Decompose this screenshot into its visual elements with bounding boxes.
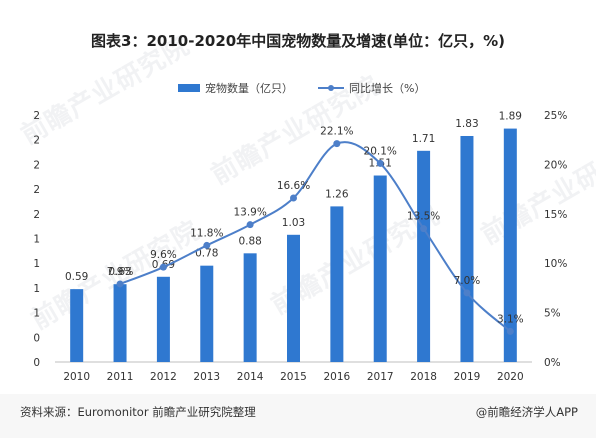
x-tick-label: 2016 [323, 371, 350, 383]
growth-point [203, 241, 211, 249]
bar [156, 276, 170, 362]
y-right-tick-label: 25% [544, 110, 567, 122]
source-note: 资料来源：Euromonitor 前瞻产业研究院整理 [20, 405, 256, 419]
y-right-tick-label: 15% [544, 209, 567, 221]
bar [70, 289, 84, 362]
legend: 宠物数量（亿只） 同比增长（%） [0, 80, 596, 98]
bar [287, 234, 300, 362]
y-left-tick-label: 1 [33, 308, 40, 320]
x-tick-label: 2020 [497, 371, 524, 383]
legend-line-label: 同比增长（%） [349, 82, 426, 95]
y-left-tick-label: 2 [33, 135, 40, 147]
y-right-tick-label: 5% [544, 308, 561, 320]
legend-item-line: 同比增长（%） [318, 80, 425, 96]
growth-value-label: 7.0% [454, 275, 481, 287]
credit-note: @前瞻经济学人APP [475, 405, 578, 419]
x-tick-label: 2018 [410, 371, 437, 383]
bar [113, 284, 127, 362]
bar [503, 128, 517, 362]
growth-point [246, 221, 254, 229]
growth-value-label: 9.6% [150, 249, 177, 261]
bar-value-label: 0.88 [238, 235, 261, 247]
y-left-tick-label: 0 [33, 357, 40, 369]
x-tick-label: 2014 [237, 371, 264, 383]
chart-title: 图表3：2010-2020年中国宠物数量及增速(单位：亿只，%) [91, 32, 505, 50]
bar-value-label: 0.59 [65, 271, 88, 283]
y-left-tick-label: 2 [33, 209, 40, 221]
bar-value-label: 0.78 [195, 248, 218, 260]
growth-point [333, 140, 341, 148]
growth-point [420, 225, 428, 233]
x-tick-label: 2013 [193, 371, 220, 383]
x-tick-label: 2015 [280, 371, 307, 383]
x-tick-label: 2010 [63, 371, 90, 383]
bar [243, 253, 257, 362]
growth-point [159, 263, 167, 271]
growth-line [119, 141, 511, 333]
bar [373, 175, 387, 362]
growth-value-label: 11.8% [190, 227, 223, 239]
legend-bar-swatch [178, 84, 200, 92]
x-tick-label: 2011 [107, 371, 134, 383]
y-right-tick-label: 0% [544, 357, 561, 369]
y-left-tick-label: 0 [33, 332, 40, 344]
growth-value-label: 3.1% [497, 313, 524, 325]
growth-point [463, 289, 471, 297]
bar-value-label: 1.03 [282, 217, 305, 229]
y-right-tick-label: 10% [544, 258, 567, 270]
growth-value-label: 22.1% [320, 126, 353, 138]
y-left-tick-label: 2 [33, 110, 40, 122]
footer-band [0, 394, 596, 438]
y-left-tick-label: 1 [33, 283, 40, 295]
bar-value-label: 0.63 [108, 266, 131, 278]
x-tick-label: 2012 [150, 371, 177, 383]
growth-value-label: 16.6% [277, 180, 310, 192]
legend-item-bars: 宠物数量（亿只） [178, 80, 293, 96]
bar [330, 206, 344, 362]
bar-value-label: 1.83 [455, 118, 478, 130]
bar-value-label: 1.71 [412, 133, 435, 145]
y-left-tick-label: 1 [33, 258, 40, 270]
growth-value-label: 7.9% [107, 266, 134, 278]
x-tick-label: 2017 [367, 371, 394, 383]
x-tick-label: 2019 [454, 371, 481, 383]
growth-point [116, 280, 124, 288]
y-left-tick-label: 1 [33, 234, 40, 246]
bar-value-label: 1.89 [499, 111, 522, 123]
growth-point [376, 159, 384, 167]
y-left-tick-label: 2 [33, 184, 40, 196]
growth-point [290, 194, 297, 202]
bar [460, 135, 474, 362]
bar [200, 265, 214, 362]
legend-bar-label: 宠物数量（亿只） [205, 82, 293, 95]
bar [417, 150, 431, 362]
bar-value-label: 1.26 [325, 188, 349, 200]
growth-point [506, 327, 514, 335]
y-left-tick-label: 2 [33, 159, 40, 171]
growth-value-label: 13.9% [233, 207, 266, 219]
growth-value-label: 13.5% [407, 211, 440, 223]
y-right-tick-label: 20% [544, 159, 567, 171]
legend-line-swatch [318, 84, 344, 92]
growth-value-label: 20.1% [364, 145, 397, 157]
